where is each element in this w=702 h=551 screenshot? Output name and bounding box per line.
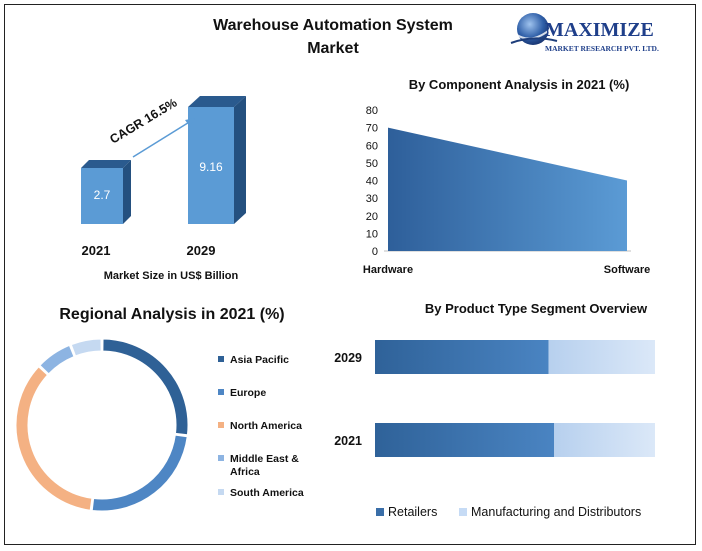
regional-donut-chart: Regional Analysis in 2021 (%) Asia Pacif… [15,306,304,512]
market-bar-2029-top [188,96,246,107]
component-area-chart: By Component Analysis in 2021 (%) 0 10 20 3… [363,77,650,276]
legend-label-south-america: South America [230,487,304,499]
legend-label-north-america: North America [230,420,302,432]
donut-slice-middle-east-africa [39,344,75,375]
legend-label-middle-east-africa: Middle East & Africa [230,453,299,478]
regional-donut-slices [15,338,189,512]
legend-swatch-north-america [218,422,224,428]
product-bar-2021-retailers [375,423,555,457]
legend-swatch-asia-pacific [218,356,224,362]
product-bar-2021-manufacturing-and-distributors [554,423,655,457]
component-y-tick-5: 50 [366,158,378,170]
product-bar-2029-manufacturing-and-distributors [548,340,655,374]
company-logo: MAXIMIZE MARKET RESEARCH PVT. LTD. [510,13,659,53]
product-legend-swatch-1 [459,508,467,516]
market-bar-2029-value: 9.16 [199,160,223,174]
market-bar-2029-side [234,96,246,224]
cagr-arrow [132,120,192,158]
donut-slice-north-america [15,366,93,511]
component-y-axis: 0 10 20 30 40 50 60 70 80 [366,105,631,258]
component-y-tick-3: 30 [366,193,378,205]
component-y-tick-0: 0 [372,246,378,258]
donut-slice-europe [91,434,188,512]
legend-swatch-middle-east-africa [218,455,224,461]
market-bar-2029: 9.16 [188,96,246,224]
cagr-arrowhead [185,118,195,127]
page-title-line-2: Market [307,40,359,57]
product-legend-swatch-0 [376,508,384,516]
donut-slice-south-america [70,338,102,357]
market-bar-2029-front [188,107,234,224]
component-y-tick-2: 20 [366,211,378,223]
product-stacked-bars: 2029 2021 [334,340,655,457]
market-year-2021: 2021 [82,243,111,258]
component-y-tick-7: 70 [366,123,378,135]
component-chart-title: By Component Analysis in 2021 (%) [409,77,630,92]
logo-subtitle: MARKET RESEARCH PVT. LTD. [545,44,659,53]
globe-icon [517,13,549,45]
component-x-label-0: Hardware [363,264,413,276]
regional-legend: Asia Pacific Europe North America Middle Ea… [218,354,304,499]
regional-chart-title: Regional Analysis in 2021 (%) [59,306,284,323]
component-area-series [388,127,627,251]
logo-name: MAXIMIZE [545,19,654,41]
product-chart-title: By Product Type Segment Overview [425,301,648,316]
product-legend-label-0: Retailers [388,505,437,519]
component-y-tick-1: 10 [366,228,378,240]
component-y-tick-8: 80 [366,105,378,117]
product-bar-2029-retailers [375,340,549,374]
product-legend: Retailers Manufacturing and Distributors [376,505,641,519]
market-size-caption: Market Size in US$ Billion [104,270,239,282]
market-size-chart: 2.7 9.16 CAGR 16.5% 2021 2029 Market Siz… [81,96,246,282]
product-row-label-2021: 2021 [334,434,362,448]
cagr-label: CAGR 16.5% [107,96,179,147]
market-year-2029: 2029 [187,243,216,258]
component-y-tick-6: 60 [366,140,378,152]
market-bar-2021: 2.7 [81,160,131,224]
product-row-label-2029: 2029 [334,351,362,365]
donut-slice-asia-pacific [102,338,189,436]
component-x-axis: Hardware Software [363,264,650,276]
page-title-line-1: Warehouse Automation System [213,17,453,34]
legend-swatch-europe [218,389,224,395]
infographic-frame: Warehouse Automation System Market MAXIM… [4,4,696,545]
legend-label-asia-pacific: Asia Pacific [230,354,289,366]
component-x-label-1: Software [604,264,650,276]
component-y-tick-4: 40 [366,176,378,188]
infographic-canvas: Warehouse Automation System Market MAXIM… [15,13,659,519]
market-bar-2021-top [81,160,131,168]
market-bar-2021-front [81,168,123,224]
legend-swatch-south-america [218,489,224,495]
product-type-chart: By Product Type Segment Overview 2029202… [334,301,655,519]
market-bar-2021-side [123,160,131,224]
market-bar-2021-value: 2.7 [94,188,111,202]
product-legend-label-1: Manufacturing and Distributors [471,505,641,519]
legend-label-europe: Europe [230,387,266,399]
